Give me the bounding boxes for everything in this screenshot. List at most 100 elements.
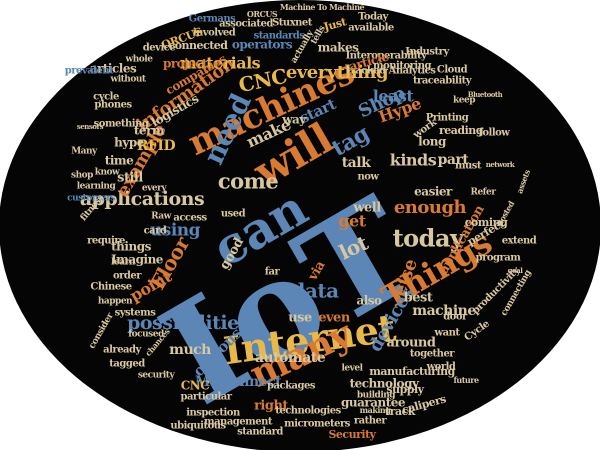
cloud-word-machine-to-machine: Machine To Machine: [280, 2, 365, 12]
cloud-word-monitoring: monitoring: [373, 61, 431, 72]
cloud-word-machine: machine: [412, 303, 476, 319]
cloud-word-already: already: [103, 345, 142, 356]
cloud-word-rfid: RFID: [137, 138, 176, 154]
cloud-word-something: something: [94, 119, 149, 130]
cloud-word-imagine: Imagine: [111, 253, 164, 267]
cloud-word-just: Just: [321, 15, 348, 34]
cloud-word-focused: focused: [128, 330, 165, 340]
cloud-word-without: without: [109, 75, 146, 85]
cloud-word-mtconnect: MTConnect: [195, 374, 282, 390]
cloud-word-industry: Industry: [405, 47, 450, 58]
cloud-word-use: use: [288, 311, 312, 326]
cloud-word-printing: Printing: [426, 113, 469, 124]
cloud-word-cloud: Cloud: [437, 65, 468, 76]
cloud-word-building: building: [357, 391, 396, 401]
cloud-word-applications: applications: [80, 188, 204, 210]
cloud-word-technology: technology: [350, 377, 420, 391]
cloud-word-tagged: tagged: [109, 359, 145, 370]
cloud-word-raw: Raw: [151, 212, 172, 222]
cloud-word-access: access: [173, 213, 207, 224]
cloud-word-guarantee: guarantee: [341, 396, 406, 410]
cloud-word-project: project: [163, 57, 208, 71]
cloud-word-know: know: [95, 168, 120, 178]
cloud-word-level: level: [341, 364, 363, 374]
cloud-word-security: Security: [328, 428, 376, 441]
cloud-word-still: still: [117, 171, 143, 186]
cloud-word-network: network: [486, 160, 515, 169]
cloud-word-micrometers: micrometers: [284, 419, 351, 430]
cloud-word-data: data: [291, 279, 339, 303]
cloud-word-easier: easier: [414, 185, 453, 199]
cloud-word-least: least: [373, 87, 415, 106]
cloud-word-management: management: [204, 417, 273, 428]
cloud-word-far: far: [265, 267, 281, 278]
cloud-word-must: must: [455, 161, 482, 172]
cloud-word-kinds: kinds: [390, 151, 437, 170]
cloud-word-card: card: [144, 226, 167, 237]
cloud-word-long: long: [418, 135, 447, 149]
cloud-word-follow: follow: [479, 128, 511, 139]
cloud-word-learning: learning: [77, 182, 117, 192]
cloud-word-available: available: [348, 23, 394, 34]
cloud-word-device: device: [143, 43, 176, 54]
cloud-word-sensors: sensors: [77, 122, 104, 131]
cloud-word-shop: shop: [71, 171, 93, 181]
cloud-word-tracked: tracked: [346, 66, 386, 77]
cloud-word-much: much: [169, 342, 211, 358]
cloud-word-today: Today: [358, 12, 389, 23]
cloud-word-things: things: [111, 240, 151, 254]
cloud-word-manufacturing: manufacturing: [369, 365, 455, 378]
cloud-word-prevalent: prevalent: [65, 66, 114, 77]
cloud-word-want: want: [434, 328, 461, 339]
cloud-word-associated: associated: [219, 19, 273, 30]
cloud-word-operators: operators: [232, 38, 293, 52]
cloud-word-packages: packages: [267, 381, 316, 392]
cloud-word-time: time: [105, 154, 134, 168]
cloud-word-well: well: [352, 201, 381, 216]
cloud-word-connected: connected: [169, 39, 229, 52]
cloud-word-talk: talk: [342, 155, 371, 171]
cloud-word-order: order: [113, 271, 142, 282]
cloud-word-keep: keep: [453, 96, 475, 106]
cloud-word-involved: involved: [193, 28, 236, 39]
cloud-word-automate: automate: [255, 350, 326, 366]
cloud-word-now: now: [357, 172, 379, 183]
cloud-word-happen: happen: [98, 297, 133, 307]
cloud-word-interoperability: Interoperability: [346, 51, 428, 62]
cloud-word-extend: extend: [502, 236, 537, 247]
cloud-word-supply: supply: [386, 383, 424, 396]
cloud-word-world: world: [426, 362, 456, 373]
cloud-word-program: program: [476, 253, 522, 264]
cloud-word-chinese: Chinese: [90, 282, 131, 293]
cloud-word-refer: Refer: [470, 188, 496, 198]
cloud-word-reading: reading: [439, 124, 484, 137]
cloud-word-track: track: [385, 405, 416, 418]
cloud-word-get: get: [338, 212, 366, 231]
cloud-word-part: part: [438, 152, 470, 168]
cloud-word-standard: standard: [237, 427, 283, 438]
cloud-word-germans: Germans: [189, 14, 237, 25]
cloud-word-standards: standards: [254, 31, 306, 42]
cloud-word-every: every: [142, 184, 167, 194]
cloud-word-materials: materials: [180, 54, 261, 73]
cloud-word-hype: hype: [114, 136, 145, 150]
cloud-word-right: right: [254, 399, 288, 414]
cloud-word-today: today: [393, 224, 465, 253]
cloud-word-traceability: traceability: [413, 76, 473, 87]
cloud-word-makes: makes: [318, 41, 359, 55]
cloud-word-possibilities: possibilities: [127, 312, 249, 334]
cloud-word-require: require: [87, 236, 125, 247]
cloud-word-everything: everything: [286, 62, 389, 83]
cloud-word-ubiquitous: ubiquitous: [170, 421, 226, 432]
cloud-word-future: future: [453, 375, 478, 385]
cloud-word-many: Many: [71, 147, 98, 157]
cloud-word-best: best: [404, 291, 433, 306]
cloud-word-articles: articles: [90, 62, 137, 76]
cloud-word-systems: systems: [115, 308, 157, 319]
cloud-word-inspection: inspection: [186, 408, 241, 419]
cloud-word-coming: coming: [465, 216, 508, 229]
cloud-word-orcus: ORCUS: [247, 9, 278, 19]
